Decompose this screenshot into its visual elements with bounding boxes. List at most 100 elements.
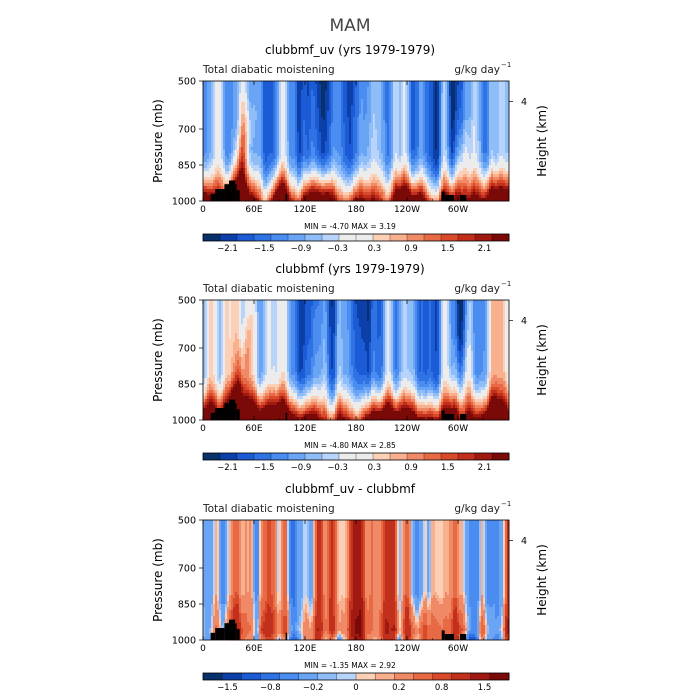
heatmap-cell xyxy=(221,93,223,96)
heatmap-cell xyxy=(345,93,347,96)
heatmap-cell xyxy=(267,156,269,159)
heatmap-cell xyxy=(335,141,337,144)
heatmap-cell xyxy=(337,159,339,162)
heatmap-cell xyxy=(217,156,219,159)
heatmap-cell xyxy=(227,180,229,183)
heatmap-cell xyxy=(245,129,247,132)
heatmap-cell xyxy=(369,93,371,96)
heatmap-cell xyxy=(381,99,383,102)
heatmap-cell xyxy=(313,153,315,156)
heatmap-cell xyxy=(219,105,221,108)
heatmap-cell xyxy=(315,108,317,111)
heatmap-cell xyxy=(223,129,225,132)
heatmap-cell xyxy=(303,144,305,147)
heatmap-cell xyxy=(385,84,387,87)
heatmap-cell xyxy=(311,81,313,84)
heatmap-cell xyxy=(383,177,385,180)
heatmap-cell xyxy=(345,114,347,117)
heatmap-cell xyxy=(243,165,245,168)
heatmap-cell xyxy=(327,102,329,105)
heatmap-cell xyxy=(289,117,291,120)
heatmap-cell xyxy=(377,132,379,135)
heatmap-cell xyxy=(251,81,253,84)
heatmap-cell xyxy=(289,150,291,153)
heatmap-cell xyxy=(343,93,345,96)
heatmap-cell xyxy=(359,156,361,159)
heatmap-cell xyxy=(305,141,307,144)
heatmap-cell xyxy=(381,84,383,87)
heatmap-cell xyxy=(357,93,359,96)
heatmap-cell xyxy=(209,99,211,102)
heatmap-cell xyxy=(285,90,287,93)
heatmap-cell xyxy=(239,165,241,168)
heatmap-cell xyxy=(245,108,247,111)
heatmap-cell xyxy=(331,186,333,189)
heatmap-cell xyxy=(363,84,365,87)
heatmap-cell xyxy=(367,183,369,186)
heatmap-cell xyxy=(307,165,309,168)
heatmap-cell xyxy=(287,126,289,129)
heatmap-cell xyxy=(223,102,225,105)
heatmap-cell xyxy=(265,111,267,114)
heatmap-cell xyxy=(277,138,279,141)
heatmap-cell xyxy=(235,102,237,105)
heatmap-cell xyxy=(281,120,283,123)
heatmap-cell xyxy=(245,186,247,189)
heatmap-cell xyxy=(285,138,287,141)
heatmap-cell xyxy=(249,144,251,147)
heatmap-cell xyxy=(305,180,307,183)
heatmap-cell xyxy=(309,177,311,180)
heatmap-cell xyxy=(381,183,383,186)
heatmap-cell xyxy=(317,99,319,102)
heatmap-cell xyxy=(345,129,347,132)
heatmap-cell xyxy=(305,150,307,153)
heatmap-cell xyxy=(315,186,317,189)
heatmap-cell xyxy=(221,120,223,123)
heatmap-cell xyxy=(379,192,381,195)
heatmap-cell xyxy=(375,186,377,189)
heatmap-cell xyxy=(315,183,317,186)
heatmap-cell xyxy=(339,126,341,129)
heatmap-cell xyxy=(281,192,283,195)
heatmap-cell xyxy=(251,189,253,192)
heatmap-cell xyxy=(239,153,241,156)
heatmap-cell xyxy=(335,87,337,90)
heatmap-cell xyxy=(219,147,221,150)
heatmap-cell xyxy=(235,150,237,153)
heatmap-cell xyxy=(209,126,211,129)
heatmap-cell xyxy=(293,123,295,126)
heatmap-cell xyxy=(323,153,325,156)
heatmap-cell xyxy=(211,165,213,168)
heatmap-cell xyxy=(215,147,217,150)
heatmap-cell xyxy=(265,105,267,108)
heatmap-cell xyxy=(319,183,321,186)
heatmap-cell xyxy=(337,195,339,198)
heatmap-cell xyxy=(363,165,365,168)
heatmap-cell xyxy=(239,186,241,189)
heatmap-cell xyxy=(283,87,285,90)
heatmap-cell xyxy=(285,156,287,159)
figure: MAM clubbmf_uv (yrs 1979-1979)Total diab… xyxy=(0,0,700,700)
heatmap-cell xyxy=(335,117,337,120)
heatmap-cell xyxy=(293,144,295,147)
heatmap-cell xyxy=(273,84,275,87)
heatmap-cell xyxy=(269,147,271,150)
heatmap-cell xyxy=(289,156,291,159)
heatmap-cell xyxy=(379,132,381,135)
heatmap-cell xyxy=(311,84,313,87)
heatmap-cell xyxy=(269,81,271,84)
heatmap-cell xyxy=(361,87,363,90)
heatmap-cell xyxy=(351,183,353,186)
heatmap-cell xyxy=(209,117,211,120)
heatmap-cell xyxy=(213,117,215,120)
heatmap-cell xyxy=(257,90,259,93)
heatmap-cell xyxy=(335,135,337,138)
heatmap-cell xyxy=(239,126,241,129)
heatmap-cell xyxy=(371,159,373,162)
heatmap-cell xyxy=(261,180,263,183)
heatmap-cell xyxy=(263,183,265,186)
heatmap-cell xyxy=(317,120,319,123)
heatmap-cell xyxy=(323,102,325,105)
heatmap-cell xyxy=(331,84,333,87)
heatmap-cell xyxy=(227,159,229,162)
